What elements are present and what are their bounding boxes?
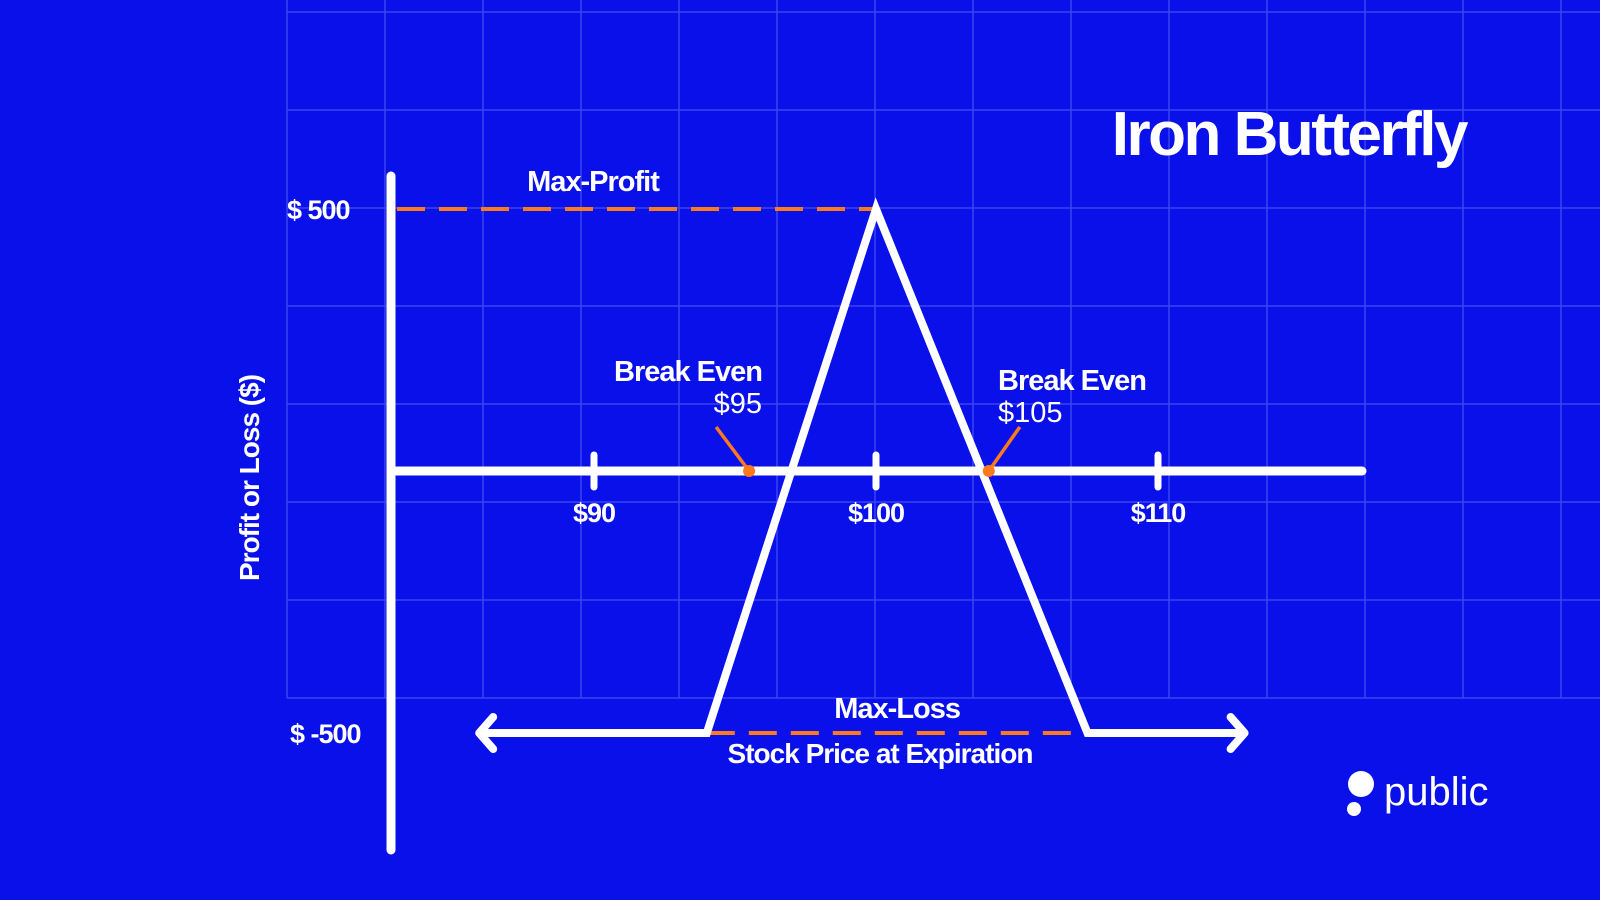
x-tick-label: $100 [848, 498, 904, 528]
arrowhead-right [1226, 713, 1249, 753]
arrowhead-left [475, 713, 498, 753]
payoff-series [475, 197, 1249, 753]
brand-logo: public [1347, 770, 1489, 816]
y-tick-label: $ -500 [290, 719, 361, 749]
brand-name: public [1384, 770, 1489, 814]
x-tick-marks [590, 451, 1162, 491]
break-even-title: Break Even [614, 356, 762, 388]
reference-lines [397, 207, 1088, 735]
x-tick-label: $90 [573, 498, 615, 528]
reference-label-max-loss: Max-Loss [834, 693, 960, 725]
reference-label-max-profit: Max-Profit [527, 166, 660, 198]
labels: Max-Profit Max-Loss $90 $100 $110 $ 500 $ -500… [234, 166, 1186, 769]
public-logo-icon [1347, 771, 1374, 816]
break-even-title: Break Even [998, 365, 1146, 397]
x-tick-label: $110 [1131, 498, 1186, 528]
payoff-line [481, 197, 1243, 737]
break-even-points [714, 425, 1022, 477]
y-tick-label: $ 500 [287, 195, 350, 225]
break-even-value: $95 [714, 388, 762, 420]
break-even-leader-line [987, 425, 1022, 473]
chart-title: Iron Butterfly [1112, 100, 1469, 169]
break-even-value: $105 [998, 397, 1063, 429]
y-axis-title: Profit or Loss ($) [234, 375, 265, 581]
break-even-leader-line [714, 425, 751, 473]
background-grid [286, 0, 1600, 699]
x-axis-title: Stock Price at Expiration [728, 738, 1033, 769]
break-even-point [982, 465, 995, 477]
break-even-point [743, 465, 756, 477]
